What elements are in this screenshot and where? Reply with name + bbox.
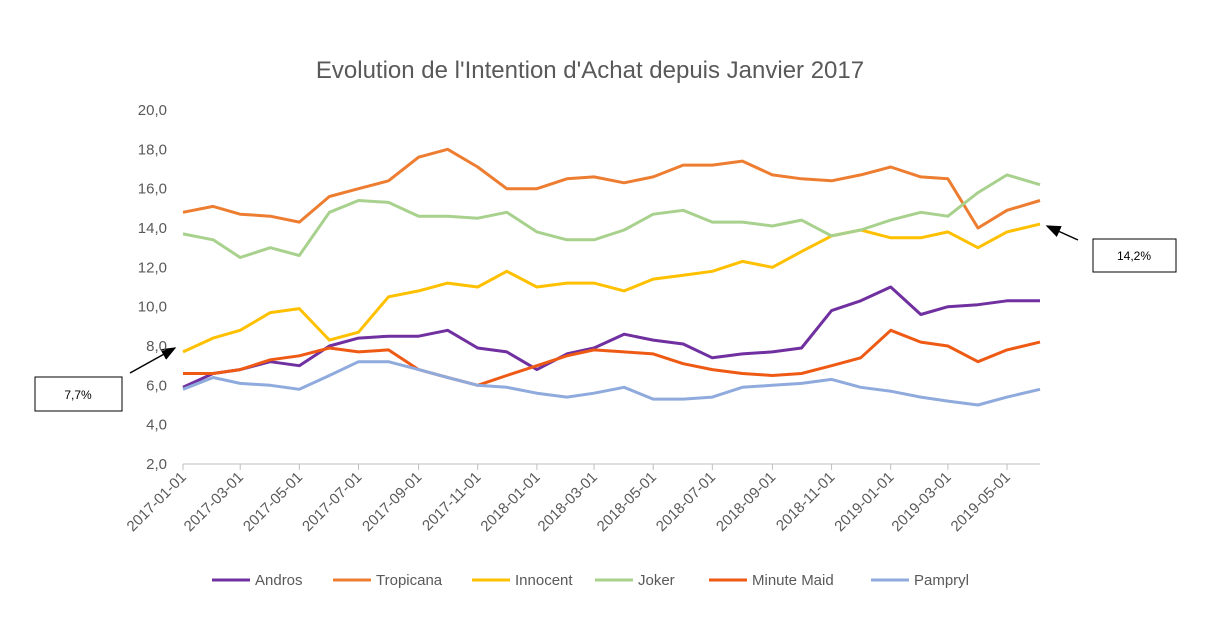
series-line [182,173,1041,259]
y-tick-label: 14,0 [138,220,167,237]
y-tick-label: 18,0 [138,141,167,158]
y-tick-label: 20,0 [138,102,167,119]
x-tick-label: 2018-01-01 [477,469,543,535]
series-line [183,328,1041,387]
x-tick-label: 2017-09-01 [359,469,425,535]
annotation-box [1092,238,1177,273]
x-tick-label: 2018-03-01 [535,469,601,535]
x-tick-label: 2017-05-01 [240,469,306,535]
y-tick-label: 6,0 [146,377,167,394]
series-line [182,222,1041,354]
annotation: 14,2% [1117,249,1151,263]
x-tick-label: 2019-03-01 [888,469,954,535]
annotation-arrow [1045,225,1079,241]
legend-label: Joker [638,572,675,589]
x-tick-label: 2018-05-01 [594,469,660,535]
legend-label: Pampryl [914,572,969,589]
series-line [182,360,1041,407]
legend-label: Andros [255,572,303,589]
x-tick-label: 2017-03-01 [181,469,247,535]
annotation-arrow [129,347,177,374]
y-tick-label: 16,0 [138,181,167,198]
series-line [182,147,1041,230]
annotation-box [34,376,123,412]
legend-label: Innocent [515,572,573,589]
x-tick-label: 2019-01-01 [831,469,897,535]
x-tick-label: 2018-09-01 [713,469,779,535]
x-tick-label: 2018-11-01 [773,469,838,534]
x-tick-label: 2017-01-01 [124,469,190,535]
chart-title: Evolution de l'Intention d'Achat depuis … [316,57,864,84]
y-tick-label: 12,0 [138,259,167,276]
legend-label: Minute Maid [752,572,834,589]
y-tick-label: 4,0 [146,417,167,434]
x-tick-label: 2017-11-01 [419,469,484,534]
x-tick-label: 2017-07-01 [299,469,365,535]
x-tick-label: 2018-07-01 [653,469,719,535]
legend-label: Tropicana [376,572,443,589]
x-tick-label: 2019-05-01 [948,469,1014,535]
y-tick-label: 10,0 [138,299,167,316]
y-tick-label: 2,0 [146,456,167,473]
annotation: 7,7% [64,388,92,402]
y-tick-label: 8,0 [146,338,167,355]
